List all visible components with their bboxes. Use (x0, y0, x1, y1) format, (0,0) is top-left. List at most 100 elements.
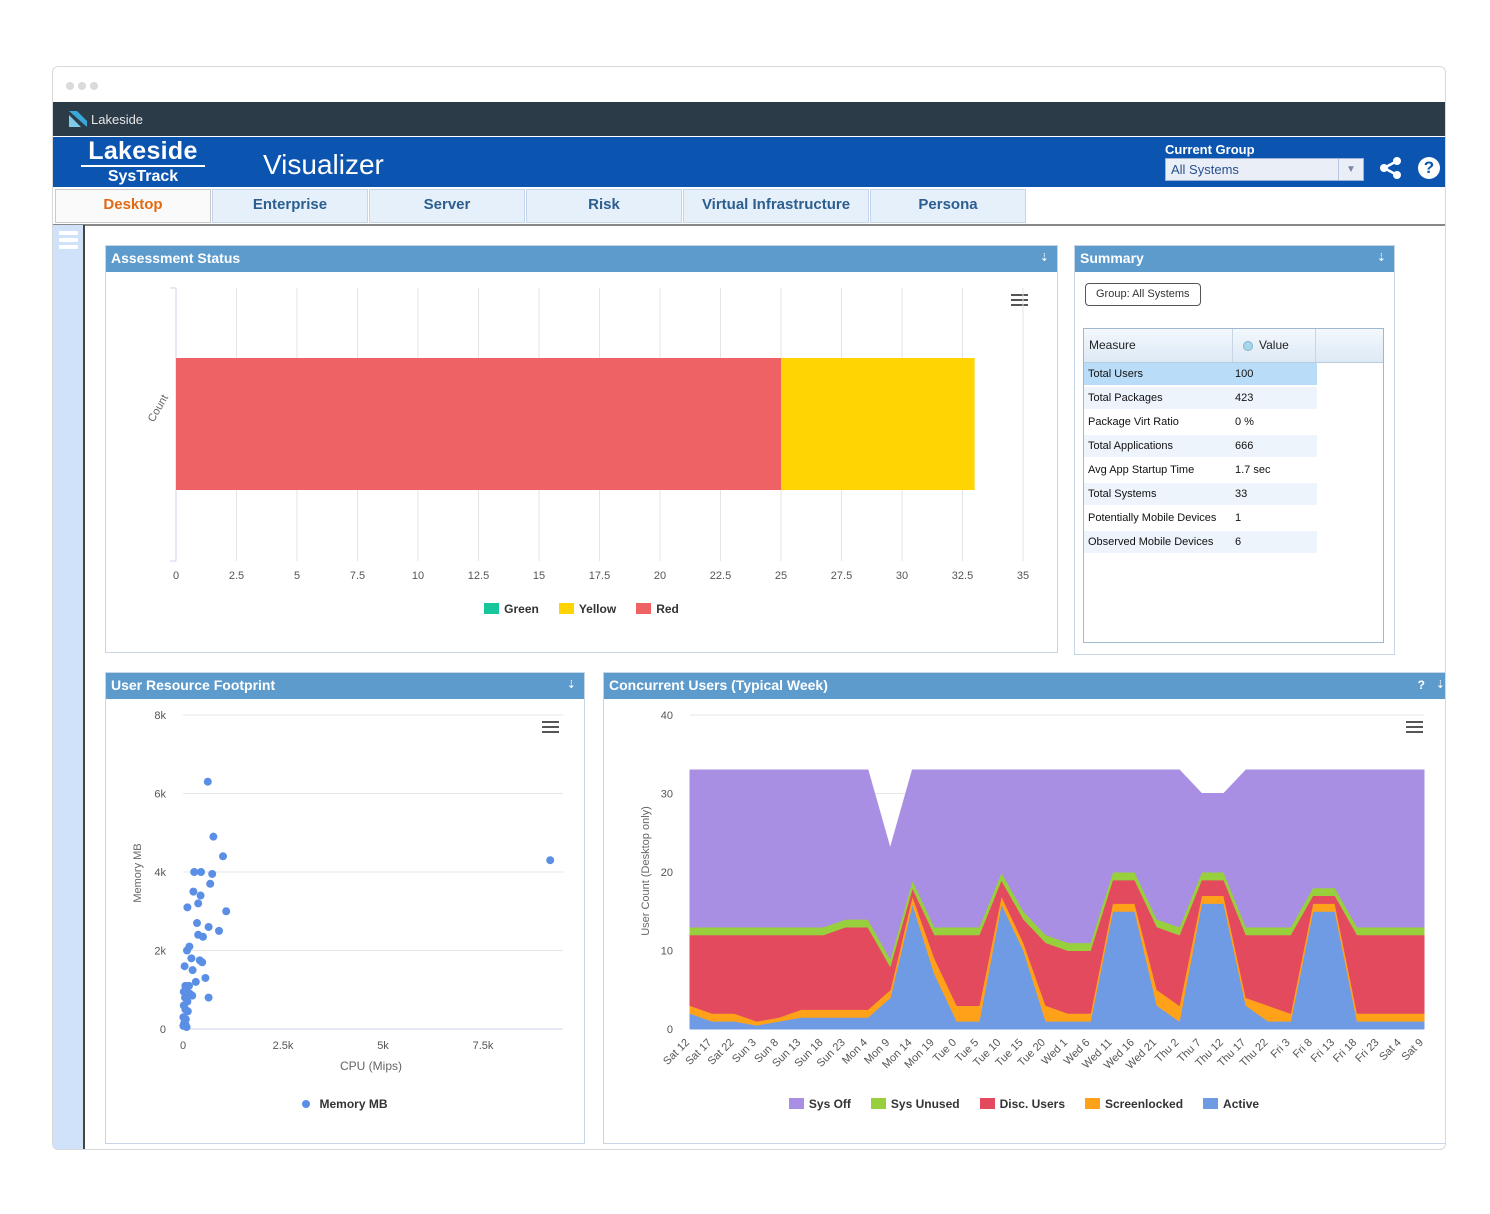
scatter-point[interactable] (191, 977, 200, 986)
scatter-point[interactable] (182, 1023, 191, 1032)
tab-enterprise[interactable]: Enterprise (212, 189, 368, 223)
download-icon[interactable]: ⇣ (1039, 252, 1049, 264)
value-cell: 1.7 sec (1235, 464, 1271, 476)
legend-swatch (1203, 1098, 1219, 1109)
legend-item[interactable]: Yellow (558, 602, 616, 616)
table-row[interactable]: Observed Mobile Devices 6 (1084, 531, 1383, 555)
measure-cell: Total Applications (1084, 435, 1233, 457)
x-tick-label: Fri 18 (1331, 1037, 1359, 1065)
table-row[interactable]: Package Virt Ratio 0 % (1084, 411, 1383, 435)
scatter-point[interactable] (183, 946, 191, 955)
browser-window: Lakeside Lakeside SysTrack Visualizer Cu… (52, 66, 1446, 1150)
scatter-point[interactable] (189, 887, 198, 896)
help-icon[interactable]: ? (1418, 157, 1440, 179)
tab-persona[interactable]: Persona (870, 189, 1026, 223)
current-group-select[interactable]: All Systems ▼ (1165, 158, 1364, 181)
chart-menu-icon[interactable] (542, 721, 559, 736)
bar-red[interactable] (176, 358, 781, 490)
y-tick-label: 4k (154, 867, 166, 879)
scatter-point[interactable] (222, 907, 231, 916)
scatter-point[interactable] (215, 926, 223, 935)
download-icon[interactable]: ⇣ (1435, 679, 1445, 691)
x-tick-label: 2.5 (229, 570, 244, 582)
x-tick-label: Sat 4 (1377, 1037, 1404, 1064)
scatter-point[interactable] (194, 899, 203, 908)
scatter-point[interactable] (219, 852, 227, 861)
measure-cell: Total Users (1084, 363, 1233, 385)
tab-desktop[interactable]: Desktop (55, 189, 211, 223)
share-icon[interactable] (1379, 157, 1403, 184)
x-tick-label: 27.5 (831, 570, 852, 582)
x-tick-label: Fri 3 (1269, 1037, 1293, 1061)
legend-swatch (558, 603, 574, 614)
brand-logo[interactable]: Lakeside SysTrack (81, 137, 205, 187)
window-dot-icon[interactable] (66, 82, 74, 90)
tab-virtual-infrastructure[interactable]: Virtual Infrastructure (683, 189, 869, 223)
download-icon[interactable]: ⇣ (566, 679, 576, 691)
scatter-point[interactable] (187, 954, 196, 963)
legend-item[interactable]: Screenlocked (1085, 1097, 1183, 1111)
scatter-point[interactable] (185, 989, 194, 998)
scatter-point[interactable] (180, 962, 189, 971)
scatter-point[interactable] (196, 891, 205, 900)
scatter-point[interactable] (208, 869, 217, 878)
chart-menu-icon[interactable] (1011, 294, 1028, 309)
tab-risk[interactable]: Risk (526, 189, 682, 223)
scatter-legend: Memory MB (106, 1095, 584, 1113)
scatter-point[interactable] (198, 958, 207, 967)
scatter-point[interactable] (197, 868, 205, 876)
scatter-point[interactable] (183, 1007, 192, 1016)
x-tick-label: Sat 9 (1399, 1037, 1426, 1064)
area-sys-off[interactable] (689, 769, 1425, 959)
table-row[interactable]: Total Users 100 (1084, 363, 1383, 387)
panel-header: Assessment Status ⇣ (106, 246, 1057, 272)
legend-item[interactable]: Active (1203, 1097, 1259, 1111)
scatter-point[interactable] (203, 777, 212, 786)
bar-legend: Green Yellow Red (106, 601, 1057, 619)
scatter-point[interactable] (201, 973, 210, 982)
chart-menu-icon[interactable] (1406, 721, 1423, 736)
window-dot-icon[interactable] (90, 82, 98, 90)
table-row[interactable]: Potentially Mobile Devices 1 (1084, 507, 1383, 531)
value-cell: 0 % (1235, 416, 1254, 428)
scatter-point[interactable] (204, 993, 213, 1002)
group-button[interactable]: Group: All Systems (1085, 283, 1201, 306)
column-header-value[interactable]: Value (1232, 329, 1316, 362)
legend-item[interactable]: Sys Unused (870, 1097, 960, 1111)
chevron-down-icon[interactable]: ▼ (1338, 159, 1363, 180)
measure-cell: Avg App Startup Time (1088, 464, 1195, 476)
table-row[interactable]: Total Systems 33 (1084, 483, 1383, 507)
x-tick-label: 17.5 (589, 570, 610, 582)
scatter-point[interactable] (188, 966, 197, 975)
column-header-measure[interactable]: Measure (1089, 338, 1136, 352)
legend-item[interactable]: Memory MB (302, 1097, 388, 1111)
measure-cell: Observed Mobile Devices (1084, 531, 1233, 553)
help-icon[interactable]: ? (1417, 678, 1425, 692)
hamburger-menu-icon[interactable] (59, 231, 78, 252)
scatter-point[interactable] (209, 832, 218, 841)
legend-item[interactable]: Red (636, 602, 679, 616)
download-icon[interactable]: ⇣ (1376, 252, 1386, 264)
tab-server[interactable]: Server (369, 189, 525, 223)
scatter-point[interactable] (206, 879, 215, 888)
legend-item[interactable]: Sys Off (788, 1097, 851, 1111)
scatter-series (179, 777, 555, 1032)
legend-item[interactable]: Disc. Users (979, 1097, 1065, 1111)
bar-yellow[interactable] (781, 358, 975, 490)
scatter-point[interactable] (190, 868, 199, 876)
app-header: Lakeside SysTrack Visualizer Current Gro… (53, 137, 1445, 187)
window-dot-icon[interactable] (78, 82, 86, 90)
table-row[interactable]: Avg App Startup Time 1.7 sec (1084, 459, 1383, 483)
x-tick-label: 0 (173, 570, 179, 582)
table-row[interactable]: Total Applications 666 (1084, 435, 1383, 459)
scatter-point[interactable] (546, 856, 555, 865)
legend-item[interactable]: Green (484, 602, 539, 616)
value-cell: 100 (1232, 363, 1317, 385)
scatter-point[interactable] (204, 922, 213, 931)
scatter-point[interactable] (193, 919, 201, 928)
x-tick-label: 22.5 (710, 570, 731, 582)
table-row[interactable]: Total Packages 423 (1084, 387, 1383, 411)
scatter-point[interactable] (199, 932, 207, 941)
y-tick-label: 8k (154, 710, 166, 722)
scatter-point[interactable] (183, 903, 192, 912)
